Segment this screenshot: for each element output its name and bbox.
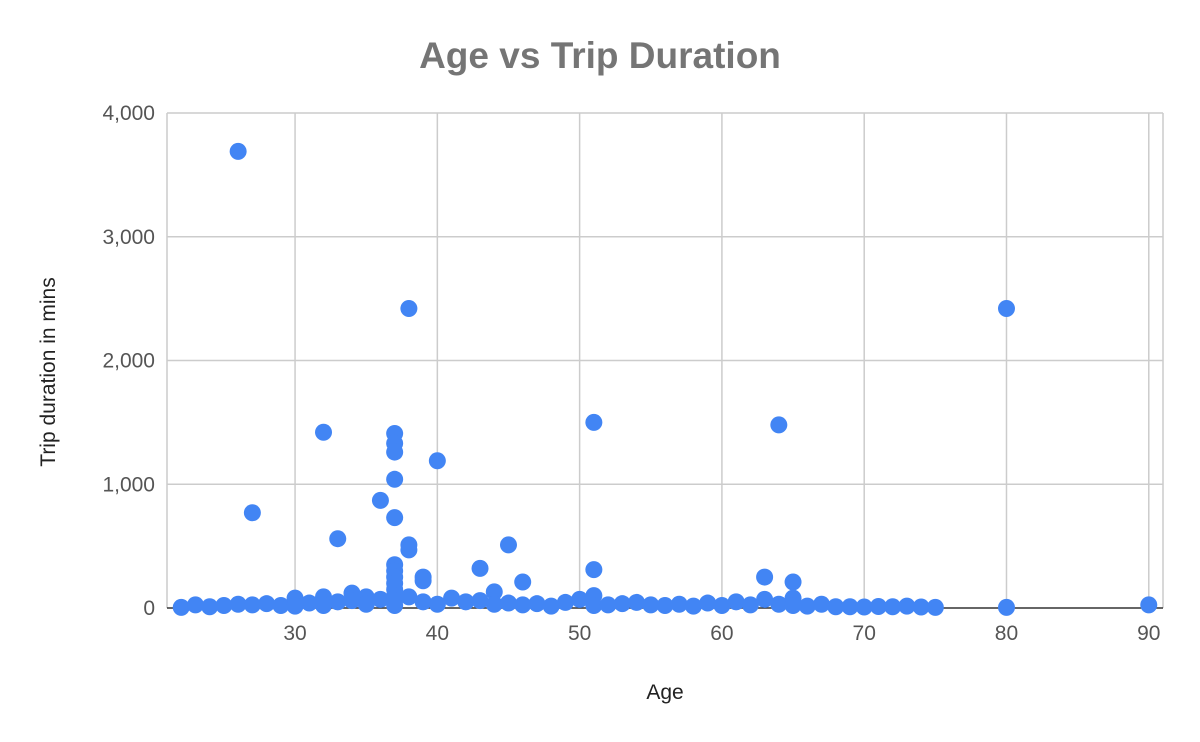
data-point (428, 595, 446, 613)
data-point (229, 142, 247, 160)
data-point (428, 452, 446, 470)
data-point (371, 491, 389, 509)
data-point (215, 597, 233, 615)
data-point (997, 598, 1015, 616)
data-point (172, 598, 190, 616)
data-point (343, 592, 361, 610)
data-point (926, 598, 944, 616)
data-point (912, 598, 930, 616)
data-point (599, 596, 617, 614)
data-point (414, 572, 432, 590)
data-point (1140, 596, 1158, 614)
data-point (585, 561, 603, 579)
data-point (585, 597, 603, 615)
data-point (243, 596, 261, 614)
data-point (386, 470, 404, 488)
data-point (201, 598, 219, 616)
x-tick-label: 30 (283, 622, 306, 645)
data-point (585, 413, 603, 431)
data-point (898, 597, 916, 615)
data-point (243, 504, 261, 522)
x-tick-label: 50 (568, 622, 591, 645)
data-point (997, 300, 1015, 318)
data-point (869, 598, 887, 616)
grid-lines (166, 112, 1164, 608)
data-point (670, 595, 688, 613)
data-point (400, 541, 418, 559)
data-point (272, 597, 290, 615)
data-point (571, 590, 589, 608)
data-point (471, 559, 489, 577)
data-point (699, 594, 717, 612)
data-point (514, 573, 532, 591)
data-point (186, 596, 204, 614)
data-point (727, 593, 745, 611)
data-point (457, 593, 475, 611)
data-point (471, 592, 489, 610)
y-tick-label: 0 (143, 597, 155, 620)
y-tick-label: 1,000 (102, 473, 155, 496)
x-tick-label: 70 (853, 622, 876, 645)
data-point (357, 595, 375, 613)
data-point (613, 595, 631, 613)
data-point (684, 597, 702, 615)
data-point (556, 593, 574, 611)
data-point (315, 597, 333, 615)
x-tick-label: 90 (1137, 622, 1160, 645)
x-tick-label: 80 (995, 622, 1018, 645)
data-point (756, 568, 774, 586)
data-point (841, 598, 859, 616)
y-tick-label: 3,000 (102, 226, 155, 249)
data-point (499, 536, 517, 554)
data-point (485, 595, 503, 613)
x-axis-label: Age (646, 681, 683, 704)
data-point (400, 588, 418, 606)
data-point (884, 598, 902, 616)
y-tick-label: 4,000 (102, 102, 155, 125)
data-points (172, 142, 1158, 616)
data-point (258, 595, 276, 613)
data-point (386, 597, 404, 615)
x-tick-label: 60 (710, 622, 733, 645)
data-point (528, 595, 546, 613)
data-point (656, 597, 674, 615)
data-point (329, 530, 347, 548)
data-point (542, 597, 560, 615)
data-point (628, 593, 646, 611)
data-point (386, 443, 404, 461)
x-axis-ticks: 30 40 50 60 70 80 90 (283, 622, 1160, 645)
data-point (286, 597, 304, 615)
data-point (514, 596, 532, 614)
data-point (485, 583, 503, 601)
data-point (371, 590, 389, 608)
data-point (300, 594, 318, 612)
data-point (827, 598, 845, 616)
y-axis-label: Trip duration in mins (37, 277, 60, 466)
data-point (770, 595, 788, 613)
data-point (784, 573, 802, 591)
data-point (329, 593, 347, 611)
data-point (741, 596, 759, 614)
data-point (315, 423, 333, 441)
data-point (229, 595, 247, 613)
data-point (642, 596, 660, 614)
data-point (855, 598, 873, 616)
data-point (756, 590, 774, 608)
data-point (414, 593, 432, 611)
y-tick-label: 2,000 (102, 350, 155, 373)
data-point (499, 594, 517, 612)
x-tick-label: 40 (426, 622, 449, 645)
data-point (770, 416, 788, 434)
data-point (798, 597, 816, 615)
data-point (443, 589, 461, 607)
data-point (400, 300, 418, 318)
data-point (386, 509, 404, 527)
data-point (813, 595, 831, 613)
chart-title: Age vs Trip Duration (419, 35, 781, 76)
y-axis-ticks: 0 1,000 2,000 3,000 4,000 (102, 102, 155, 620)
data-point (784, 597, 802, 615)
data-point (713, 597, 731, 615)
